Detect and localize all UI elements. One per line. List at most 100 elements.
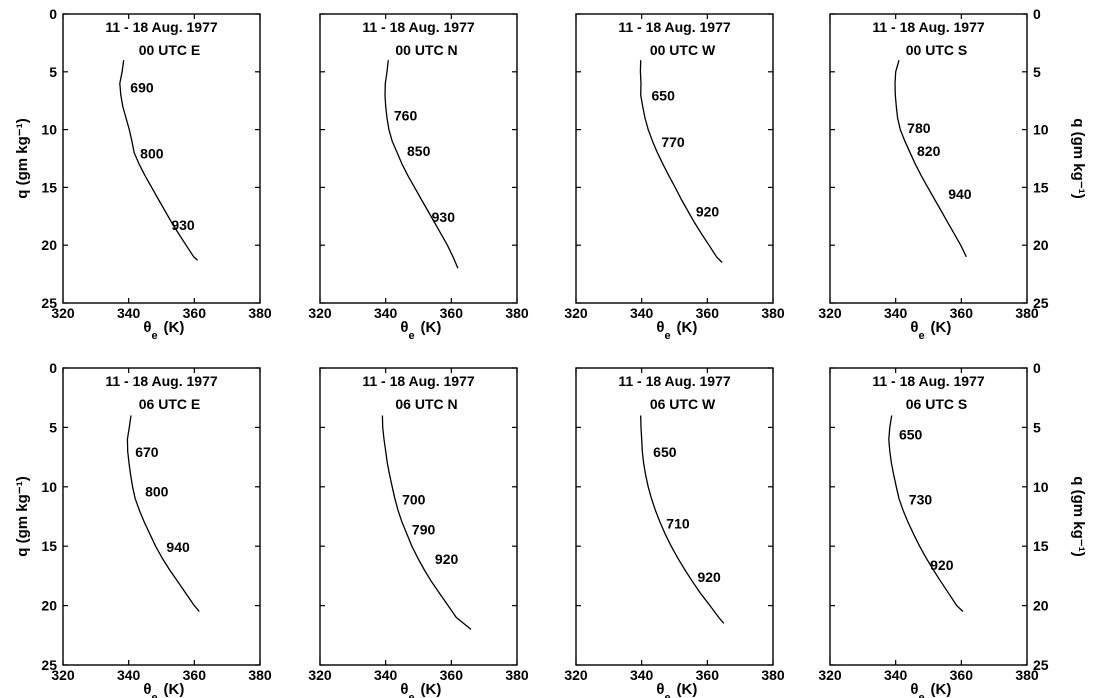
panel-8-xlabel-theta: θ — [910, 681, 918, 698]
panel-4-pressure-label: 820 — [917, 143, 941, 159]
panel-4-pressure-label: 780 — [907, 120, 931, 136]
panel-1-subtitle: 00 UTC E — [139, 42, 200, 58]
panel-7-subtitle: 06 UTC W — [650, 396, 716, 412]
panel-7-title: 11 - 18 Aug. 1977 — [618, 373, 731, 389]
panel-3-subtitle: 00 UTC W — [650, 42, 716, 58]
panel-6-subtitle: 06 UTC N — [395, 396, 457, 412]
panel-8-ytick-label: 20 — [1033, 598, 1049, 614]
panel-5-profile-line — [126, 415, 200, 612]
panel-8-pressure-label: 920 — [930, 557, 954, 573]
panel-8-ytick-label: 5 — [1033, 419, 1041, 435]
panel-5-ytick-label: 10 — [41, 479, 57, 495]
panel-6-pressure-label: 920 — [435, 551, 459, 567]
panel-8-profile-line — [888, 415, 964, 612]
panel-3-frame — [575, 13, 774, 304]
panel-1-xtick-label: 360 — [183, 305, 207, 321]
panel-3-profile-line — [639, 60, 723, 263]
panel-2-xlabel-unit: (K) — [421, 319, 442, 336]
panel-6-pressure-label: 790 — [412, 521, 436, 537]
panel-6-xtick-label: 320 — [308, 667, 332, 683]
panel-2-profile-line — [384, 60, 459, 269]
panel-5-ytick-label: 15 — [41, 538, 57, 554]
panel-5-xlabel-unit: (K) — [164, 681, 185, 698]
panel-5-subtitle: 06 UTC E — [139, 396, 200, 412]
panel-8-pressure-label: 730 — [909, 492, 933, 508]
panel-4-ylabel: q (gm kg⁻¹) — [1070, 118, 1087, 198]
panel-8-title: 11 - 18 Aug. 1977 — [872, 373, 985, 389]
panel-1-title: 11 - 18 Aug. 1977 — [105, 19, 218, 35]
panel-5-pressure-label: 940 — [166, 539, 190, 555]
panel-2-xtick-label: 380 — [505, 305, 529, 321]
panel-1-frame — [62, 13, 261, 304]
panel-1-ytick-label: 20 — [41, 237, 57, 253]
panel-1-xlabel-sub: e — [152, 330, 158, 342]
panel-4-xlabel-theta: θ — [910, 319, 918, 336]
panel-5-ytick-label: 0 — [49, 360, 57, 376]
panel-4-xtick-label: 380 — [1015, 305, 1039, 321]
panel-3-xtick-label: 360 — [696, 305, 720, 321]
panel-1-ytick-label: 15 — [41, 179, 57, 195]
panel-7-xlabel-sub: e — [665, 692, 671, 698]
panel-5-pressure-label: 670 — [135, 444, 159, 460]
panel-3-xtick-label: 320 — [564, 305, 588, 321]
panel-4-ytick-label: 15 — [1033, 179, 1049, 195]
panel-1-pressure-label: 930 — [171, 217, 195, 233]
panel-2-title: 11 - 18 Aug. 1977 — [362, 19, 475, 35]
panel-3-xlabel-unit: (K) — [677, 319, 698, 336]
panel-5-frame — [62, 367, 261, 666]
panel-7-xlabel-theta: θ — [656, 681, 664, 698]
panel-5-xtick-label: 340 — [117, 667, 141, 683]
panel-3-xtick-label: 340 — [630, 305, 654, 321]
panel-3-title: 11 - 18 Aug. 1977 — [618, 19, 731, 35]
panel-8-xtick-label: 380 — [1015, 667, 1039, 683]
panel-1-xlabel-unit: (K) — [164, 319, 185, 336]
panel-4-subtitle: 00 UTC S — [906, 42, 967, 58]
panel-4-xtick-label: 320 — [818, 305, 842, 321]
panel-2-subtitle: 00 UTC N — [395, 42, 457, 58]
panel-8-pressure-label: 650 — [899, 426, 923, 442]
panel-3-xlabel-sub: e — [665, 330, 671, 342]
panel-6-xlabel-unit: (K) — [421, 681, 442, 698]
panel-6-xtick-label: 340 — [374, 667, 398, 683]
panel-2-pressure-label: 760 — [394, 107, 418, 123]
panel-7-pressure-label: 650 — [653, 444, 677, 460]
panel-1-ytick-label: 10 — [41, 122, 57, 138]
panel-7-xtick-label: 320 — [564, 667, 588, 683]
panel-8-frame — [829, 367, 1028, 666]
panel-3-pressure-label: 770 — [661, 134, 685, 150]
panel-4-frame — [829, 13, 1028, 304]
panel-2-xtick-label: 340 — [374, 305, 398, 321]
panel-7-xtick-label: 360 — [696, 667, 720, 683]
panel-5-pressure-label: 800 — [145, 483, 169, 499]
panel-1-ytick-label: 0 — [49, 6, 57, 22]
panel-1-xtick-label: 320 — [51, 305, 75, 321]
panel-4-pressure-label: 940 — [948, 186, 972, 202]
panel-2-frame — [319, 13, 518, 304]
panel-7-xlabel-unit: (K) — [677, 681, 698, 698]
panel-1-pressure-label: 800 — [140, 146, 164, 162]
panel-5-ytick-label: 20 — [41, 598, 57, 614]
panel-8-xlabel-sub: e — [919, 692, 925, 698]
panel-5-ylabel: q (gm kg⁻¹) — [14, 476, 31, 556]
panel-1-pressure-label: 690 — [130, 80, 154, 96]
panel-5-xlabel-sub: e — [152, 692, 158, 698]
panel-1-ytick-label: 5 — [49, 64, 57, 80]
panel-5-title: 11 - 18 Aug. 1977 — [105, 373, 218, 389]
panel-6-title: 11 - 18 Aug. 1977 — [362, 373, 475, 389]
panel-1-xtick-label: 380 — [248, 305, 272, 321]
panel-8-ytick-label: 0 — [1033, 360, 1041, 376]
panel-4-ytick-label: 10 — [1033, 122, 1049, 138]
panel-8-subtitle: 06 UTC S — [906, 396, 967, 412]
panel-7-xtick-label: 380 — [761, 667, 785, 683]
panel-6-pressure-label: 700 — [402, 492, 426, 508]
panel-4-xtick-label: 360 — [950, 305, 974, 321]
panel-8-ytick-label: 25 — [1033, 657, 1049, 673]
panel-2-pressure-label: 930 — [432, 209, 456, 225]
panel-6-xtick-label: 380 — [505, 667, 529, 683]
panel-4-title: 11 - 18 Aug. 1977 — [872, 19, 985, 35]
panel-4-profile-line — [894, 60, 967, 258]
panel-1-ytick-label: 25 — [41, 295, 57, 311]
panel-8-xlabel-unit: (K) — [931, 681, 952, 698]
panel-7-frame — [575, 367, 774, 666]
panel-2-xtick-label: 320 — [308, 305, 332, 321]
